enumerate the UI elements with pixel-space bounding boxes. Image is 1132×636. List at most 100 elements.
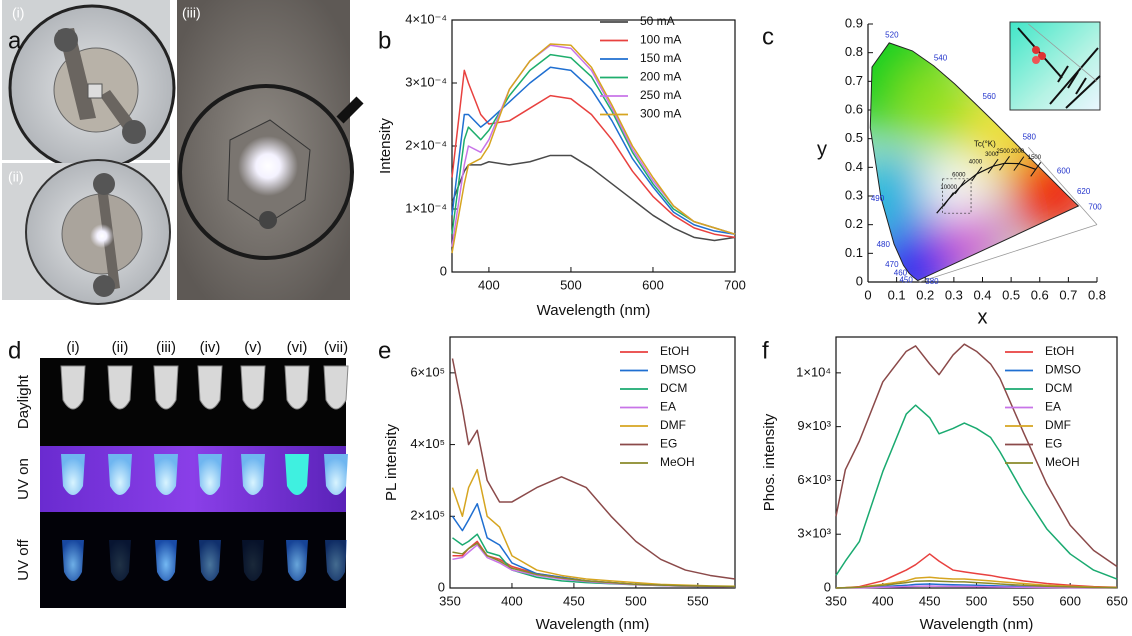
panel-label: b [378,27,391,54]
tube [325,540,347,581]
series-line [451,66,736,235]
legend-label: 250 mA [640,88,681,102]
y-tick-label: 2×10⁵ [410,508,445,523]
x-tick-label: 0.7 [1059,287,1077,302]
tube [107,365,133,410]
legend-label: DCM [1045,381,1072,395]
x-tick-label: 0.8 [1088,287,1106,302]
y-tick-label: 3×10⁻⁴ [405,74,447,89]
plot-frame [449,336,736,589]
wavelength-label: 450 [899,276,913,285]
series-line [451,502,736,588]
x-tick-label: 0.2 [916,287,934,302]
x-tick-label: 0.4 [973,287,991,302]
x-tick-label: 550 [1012,593,1034,608]
wavelength-label: 540 [934,54,948,63]
wavelength-label: 700 [1088,203,1102,212]
isotherm [1013,156,1025,171]
series-line [451,154,736,242]
cct-label: 4000 [969,160,983,166]
wavelength-label: 470 [885,260,899,269]
isotherm [954,179,966,195]
legend-label: 200 mA [640,70,681,84]
series-line [451,44,736,247]
series-line [835,576,1118,589]
wavelength-label: 380 [925,277,939,286]
y-tick-label: 0.9 [845,15,863,30]
panel-label: c [762,23,774,50]
x-axis-label: x [978,306,988,328]
photo-label: (i) [12,5,24,21]
legend-label: MeOH [1045,455,1080,469]
legend-label: EG [660,437,677,451]
legend-label: EtOH [1045,344,1074,358]
legend-label: EA [660,400,676,414]
y-tick-label: 0 [824,579,831,594]
x-tick-label: 550 [687,593,709,608]
x-tick-label: 400 [501,593,523,608]
panel-label: f [762,337,769,364]
series-line [451,468,736,587]
y-axis-label: PL intensity [383,424,400,501]
photo-a: (i) (ii) (iii) [2,0,364,305]
tube [153,365,179,410]
y-axis-label: y [817,138,827,160]
x-tick-label: 600 [1059,593,1081,608]
wavelength-label: 620 [1077,187,1091,196]
x-tick-label: 0.6 [1031,287,1049,302]
x-tick-label: 0 [864,287,871,302]
series-line [451,43,736,254]
legend-label: 100 mA [640,33,681,47]
x-tick-label: 0.3 [945,287,963,302]
x-tick-label: 400 [478,277,500,292]
column-label: (ii) [112,339,129,356]
y-tick-label: 1×10⁴ [796,364,831,379]
wavelength-label: 460 [894,269,908,278]
photo-label: (iii) [182,5,201,21]
y-tick-label: 4×10⁻⁴ [405,11,447,26]
y-axis-label: Phos. intensity [761,413,778,511]
y-tick-label: 0.5 [845,130,863,145]
cct-label: 10000 [940,185,957,191]
legend-label: EG [1045,437,1062,451]
column-label: (v) [244,339,262,356]
y-tick-label: 9×10³ [797,418,831,433]
x-tick-label: 400 [872,593,894,608]
y-tick-label: 0.3 [845,187,863,202]
wavelength-label: 560 [983,92,997,101]
column-label: (iv) [200,339,221,356]
y-tick-label: 0.8 [845,44,863,59]
tube [241,454,265,495]
photo-d [40,358,349,608]
cct-label: 2500 [997,149,1011,155]
column-label: (vii) [324,339,348,356]
row-label: UV off [15,538,32,580]
y-tick-label: 0.2 [845,216,863,231]
cie-blob [926,157,987,218]
x-tick-label: 350 [825,593,847,608]
x-tick-label: 600 [642,277,664,292]
wavelength-label: 600 [1057,167,1071,176]
x-tick-label: 500 [625,593,647,608]
tube [154,454,178,495]
y-tick-label: 0 [856,273,863,288]
series-line [835,343,1118,568]
tube [109,540,131,581]
legend-label: DCM [660,381,687,395]
legend-label: EtOH [660,344,689,358]
wavelength-label: 490 [871,194,885,203]
panel-label: e [378,337,391,364]
series-line [835,580,1118,589]
cct-label: 6000 [952,172,966,178]
x-axis-label: Wavelength (nm) [537,302,651,319]
y-tick-label: 1×10⁻⁴ [405,200,447,215]
legend-label: 150 mA [640,51,681,65]
tube [197,365,223,410]
cct-label: 3000 [985,152,999,158]
row-label: UV on [15,458,32,500]
plot-frame [451,19,736,273]
legend-label: DMSO [1045,363,1081,377]
legend-label: DMSO [660,363,696,377]
y-tick-label: 0.1 [845,245,863,260]
cct-title: Tc(°K) [974,140,996,149]
